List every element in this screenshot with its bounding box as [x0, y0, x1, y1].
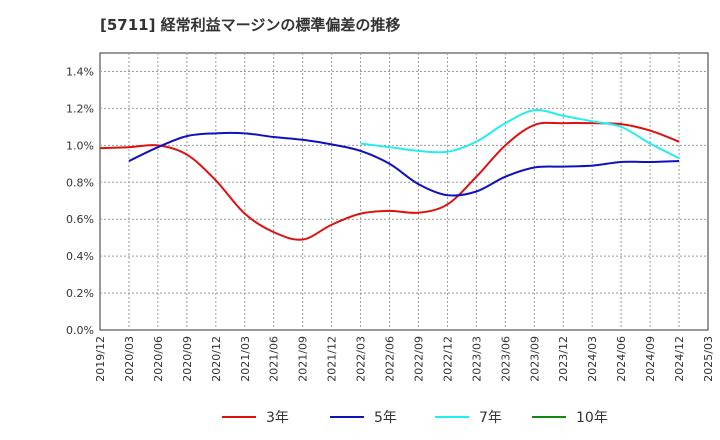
series-line-1: [99, 121, 680, 241]
legend-swatch: [435, 416, 469, 418]
x-tick-label: 2023/06: [499, 336, 512, 382]
x-tick-label: 2022/12: [441, 336, 454, 382]
x-tick-label: 2023/03: [470, 336, 483, 382]
y-tick-label: 0.8%: [66, 176, 94, 189]
x-tick-label: 2020/06: [152, 336, 165, 382]
x-tick-label: 2021/12: [326, 336, 339, 382]
chart-title: [5711] 経常利益マージンの標準偏差の推移: [100, 16, 401, 34]
legend-label: 7年: [479, 410, 502, 426]
x-tick-label: 2021/06: [268, 336, 281, 382]
x-tick-label: 2023/12: [557, 336, 570, 382]
x-tick-label: 2024/06: [615, 336, 628, 382]
x-tick-label: 2020/12: [210, 336, 223, 382]
x-tick-label: 2021/09: [297, 336, 310, 382]
legend-swatch: [330, 416, 364, 418]
y-tick-label: 0.0%: [66, 324, 94, 337]
x-tick-label: 2022/09: [412, 336, 425, 382]
x-tick-label: 2019/12: [94, 336, 107, 382]
x-tick-label: 2024/03: [586, 336, 599, 382]
legend-label: 5年: [374, 410, 397, 426]
y-tick-label: 1.4%: [66, 65, 94, 78]
series-line-3: [360, 109, 680, 160]
y-tick-label: 1.0%: [66, 139, 94, 152]
legend-item: 3年: [222, 406, 289, 428]
x-tick-label: 2023/09: [528, 336, 541, 382]
x-tick-label: 2022/03: [355, 336, 368, 382]
legend-item: 5年: [330, 406, 397, 428]
x-tick-label: 2021/03: [239, 336, 252, 382]
x-tick-label: 2024/09: [644, 336, 657, 382]
plot-area: [99, 52, 709, 331]
y-tick-label: 1.2%: [66, 102, 94, 115]
y-tick-label: 0.6%: [66, 213, 94, 226]
legend-item: 7年: [435, 406, 502, 428]
y-tick-label: 0.2%: [66, 287, 94, 300]
x-tick-label: 2025/03: [702, 336, 715, 382]
series-line-2: [128, 131, 680, 197]
legend-label: 3年: [266, 410, 289, 426]
line-chart: 0.0% 0.2% 0.4% 0.6% 0.8% 1.0% 1.2% 1.4% 2019/12 2…: [66, 52, 715, 382]
y-tick-label: 0.4%: [66, 250, 94, 263]
x-tick-label: 2022/06: [384, 336, 397, 382]
legend-item: 10年: [532, 406, 608, 428]
chart-legend: 3年 5年 7年 10年: [0, 406, 720, 428]
legend-swatch: [532, 416, 566, 418]
legend-label: 10年: [576, 410, 608, 426]
legend-swatch: [222, 416, 256, 418]
x-tick-label: 2020/03: [123, 336, 136, 382]
x-tick-label: 2024/12: [673, 336, 686, 382]
x-tick-label: 2020/09: [181, 336, 194, 382]
